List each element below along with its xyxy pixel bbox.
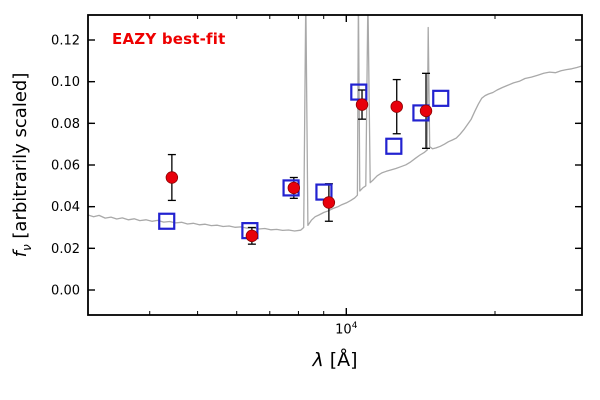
- y-axis-label-units: [arbitrarily scaled]: [10, 72, 32, 245]
- model-photometry-square: [432, 89, 450, 107]
- y-tick-label: 0.04: [51, 200, 80, 215]
- x-tick-label-1e4: 104: [335, 321, 357, 337]
- x-tick-exponent: 4: [351, 321, 358, 331]
- observed-photometry-point: [322, 196, 336, 209]
- model-spectrum-line: [88, 15, 582, 232]
- observed-photometry-point: [419, 104, 433, 118]
- y-axis-label-nu: ν: [19, 244, 34, 252]
- observed-photometry-point: [245, 229, 259, 243]
- x-axis-label-lambda: λ: [312, 349, 324, 371]
- y-tick-label: 0.12: [51, 34, 80, 49]
- legend-eazy-best-fit: EAZY best-fit: [112, 30, 226, 48]
- observed-photometry-points: [165, 98, 433, 243]
- observed-errorbars: [167, 72, 431, 245]
- x-axis-label-units: [Å]: [323, 349, 358, 371]
- observed-photometry-point: [390, 100, 403, 113]
- y-axis-label-f: f: [10, 251, 32, 258]
- y-tick-label: 0.00: [51, 284, 80, 299]
- plot-frame: [87, 14, 583, 316]
- y-tick-label: 0.02: [51, 242, 80, 257]
- x-tick-base: 10: [335, 322, 352, 338]
- y-tick-label: 0.08: [51, 117, 80, 132]
- y-tick-label: 0.06: [51, 159, 80, 174]
- y-tick-label: 0.10: [51, 75, 80, 90]
- observed-photometry-point: [287, 181, 301, 195]
- axis-ticks: [88, 15, 582, 315]
- observed-photometry-point: [355, 98, 369, 111]
- y-axis-label: fν [arbitrarily scaled]: [10, 73, 34, 258]
- x-axis-label: λ [Å]: [312, 349, 357, 371]
- model-photometry-square: [158, 212, 176, 230]
- legend-text: EAZY best-fit: [112, 30, 226, 48]
- observed-photometry-point: [165, 171, 179, 184]
- model-photometry-square: [385, 137, 403, 155]
